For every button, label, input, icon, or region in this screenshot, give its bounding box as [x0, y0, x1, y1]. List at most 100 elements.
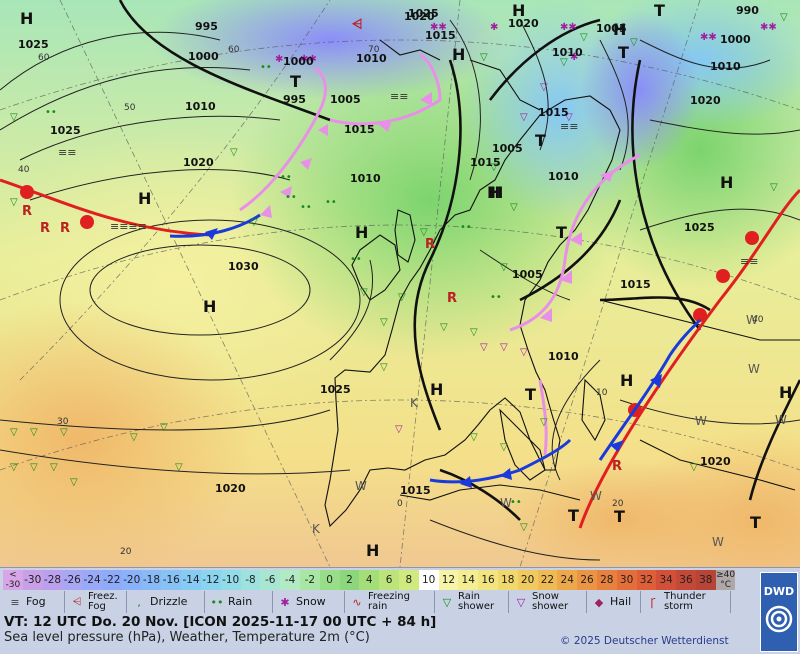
dwd-logo: DWD — [760, 572, 798, 652]
svg-text:••: •• — [325, 197, 337, 208]
isobar-label: 1030 — [228, 260, 259, 273]
low-pressure-marker: T — [535, 131, 546, 150]
weather-legend-item: ✱ Snow — [273, 591, 345, 613]
svg-text:▽: ▽ — [580, 32, 588, 43]
temp-scale-cell: -24 — [82, 570, 102, 590]
temp-scale-cell: -28 — [42, 570, 63, 590]
svg-text:R: R — [425, 237, 435, 252]
temp-scale-cell: 0 — [319, 570, 340, 590]
weather-legend-label: Thunder storm — [664, 591, 706, 612]
svg-text:✱: ✱ — [275, 54, 283, 65]
graticule-label: 60 — [228, 45, 240, 55]
isobar-label: 1020 — [690, 94, 721, 107]
svg-text:✱✱: ✱✱ — [430, 22, 447, 33]
high-pressure-marker: H — [620, 371, 633, 390]
isobar-label: 1015 — [470, 156, 501, 169]
svg-text:▽: ▽ — [540, 82, 548, 93]
low-pressure-marker: T — [556, 223, 567, 242]
temp-scale-cell: -14 — [181, 570, 201, 590]
isobar-label: 1010 — [350, 172, 381, 185]
high-pressure-marker: H — [430, 380, 443, 399]
graticule-label: 10 — [596, 388, 608, 398]
weather-map: ▽•••• •• •••• ▽▽▽ ▽▽ •• ▽▽▽ ▽▽•• ▽▽▽ ▽▽ •• … — [0, 0, 800, 567]
svg-text:▽: ▽ — [520, 522, 528, 533]
isobar-label: 995 — [283, 93, 306, 106]
svg-text:▽: ▽ — [395, 424, 403, 435]
svg-text:✱✱: ✱✱ — [760, 22, 777, 33]
temp-scale-cell: < -30 — [3, 570, 23, 590]
weather-legend-item: ▽ Rain shower — [435, 591, 509, 613]
svg-text:▽: ▽ — [490, 162, 498, 173]
low-pressure-marker: T — [654, 1, 665, 20]
temp-scale-cell: -2 — [299, 570, 320, 590]
isobar-label: 995 — [195, 20, 218, 33]
isobar-label: 990 — [736, 4, 759, 17]
weather-legend-icon: ≡ — [10, 595, 20, 609]
graticule-label: 0 — [397, 499, 403, 509]
low-pressure-marker: T — [618, 43, 629, 62]
copyright: © 2025 Deutscher Wetterdienst — [560, 635, 729, 647]
graticule-label: 30 — [57, 417, 69, 427]
temp-scale-cell: -20 — [121, 570, 142, 590]
svg-text:R: R — [447, 291, 457, 306]
svg-text:R: R — [40, 221, 50, 236]
temp-scale-cell: 12 — [438, 570, 459, 590]
svg-text:R: R — [612, 459, 622, 474]
weather-legend-icon: •• — [210, 595, 224, 609]
svg-text:✱✱: ✱✱ — [560, 22, 577, 33]
graticule-label: 20 — [120, 547, 132, 557]
isobar-label: 1020 — [700, 455, 731, 468]
weather-legend-item: ‚ Drizzle — [127, 591, 205, 613]
high-pressure-marker: H — [613, 20, 626, 39]
weather-legend-label: Snow — [296, 595, 326, 608]
svg-text:R: R — [60, 221, 70, 236]
svg-text:✱: ✱ — [570, 52, 578, 63]
weather-legend-label: Hail — [610, 595, 632, 608]
svg-text:⩤: ⩤ — [351, 17, 362, 32]
svg-text:▽: ▽ — [480, 342, 488, 353]
graticule-label: 50 — [124, 103, 136, 113]
high-pressure-marker: H — [487, 183, 500, 202]
temp-scale-cell: 22 — [537, 570, 558, 590]
svg-text:▽: ▽ — [10, 427, 18, 438]
weather-legend-label: Freez. Fog — [88, 591, 118, 612]
svg-text:▽: ▽ — [30, 462, 38, 473]
temp-scale-cell: 20 — [517, 570, 538, 590]
svg-text:▽: ▽ — [380, 362, 388, 373]
isobar-label: 1010 — [185, 100, 216, 113]
temp-scale-cell: 16 — [478, 570, 498, 590]
isobar-label: 1025 — [18, 38, 49, 51]
svg-text:▽: ▽ — [398, 292, 406, 303]
svg-text:••: •• — [300, 202, 312, 213]
weather-legend-icon: ▽ — [516, 595, 526, 609]
svg-text:••: •• — [45, 107, 57, 118]
svg-text:••: •• — [490, 292, 502, 303]
weather-code: W — [775, 413, 787, 427]
high-pressure-marker: H — [490, 183, 503, 202]
weather-symbol-legend: ≡ Fog ⩤ Freez. Fog ‚ Drizzle •• Rain ✱ Snow ∿ Freezi… — [3, 591, 761, 613]
isobar-label: 1020 — [404, 10, 435, 23]
isobar-label: 1005 — [512, 268, 543, 281]
isobar-label: 1005 — [330, 93, 361, 106]
weather-legend-item: ≡ Fog — [3, 591, 65, 613]
weather-legend-item: ◆ Hail — [587, 591, 641, 613]
svg-text:••: •• — [285, 192, 297, 203]
temp-scale-cell: 38 — [695, 570, 716, 590]
svg-text:✱: ✱ — [490, 22, 498, 33]
graticule-label: 70 — [368, 45, 380, 55]
temp-scale-cell: 4 — [359, 570, 380, 590]
isobar-label: 1025 — [320, 383, 351, 396]
svg-text:▽: ▽ — [130, 432, 138, 443]
weather-code: W — [590, 489, 602, 503]
isobar-label: 1000 — [188, 50, 219, 63]
high-pressure-marker: H — [452, 45, 465, 64]
high-pressure-marker: H — [138, 189, 151, 208]
weather-legend-label: Drizzle — [150, 595, 188, 608]
svg-text:≡≡: ≡≡ — [58, 146, 76, 159]
isobar-label: 1000 — [720, 33, 751, 46]
svg-text:▽: ▽ — [10, 462, 18, 473]
svg-text:▽: ▽ — [420, 227, 428, 238]
temp-scale-cell: -26 — [62, 570, 83, 590]
temp-scale-cell: -8 — [240, 570, 261, 590]
